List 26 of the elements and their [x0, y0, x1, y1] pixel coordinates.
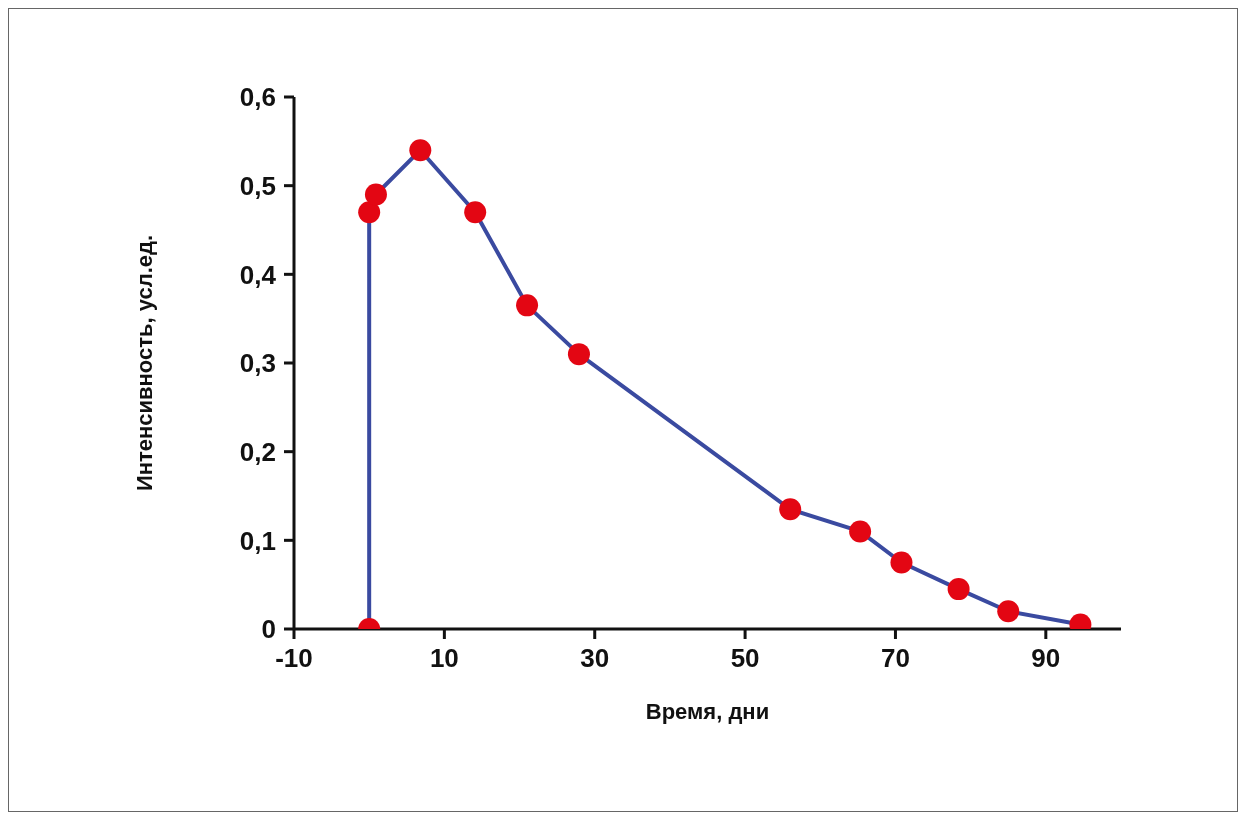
y-tick-label: 0,6	[239, 82, 276, 113]
y-tick-label: 0,3	[239, 348, 276, 379]
x-tick-label: -10	[275, 643, 313, 674]
y-tick-label: 0	[261, 614, 276, 645]
point	[464, 201, 487, 224]
y-tick-label: 0,1	[239, 525, 276, 556]
point	[890, 551, 913, 574]
x-tick-label: 10	[429, 643, 459, 674]
x-axis-title: Время, дни	[645, 699, 770, 724]
point	[409, 139, 432, 162]
point	[516, 294, 539, 317]
y-tick-label: 0,5	[239, 170, 276, 201]
x-tick-label: 30	[580, 643, 610, 674]
point	[364, 183, 387, 206]
point	[997, 600, 1020, 623]
x-tick-label: 70	[880, 643, 910, 674]
y-axis-title: Интенсивность, усл.ед.	[131, 234, 157, 492]
point	[947, 578, 970, 601]
point	[849, 520, 872, 543]
y-tick-label: 0,4	[239, 259, 277, 290]
point	[567, 343, 590, 366]
point	[779, 498, 802, 521]
y-tick-label: 0,2	[239, 436, 276, 467]
x-tick-label: 50	[730, 643, 760, 674]
x-tick-label: 90	[1031, 643, 1061, 674]
point	[358, 201, 381, 224]
